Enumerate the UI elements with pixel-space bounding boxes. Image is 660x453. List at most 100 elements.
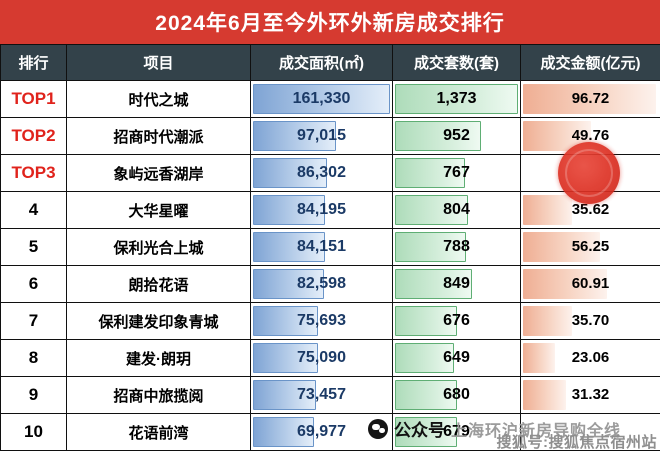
project-cell: 招商中旅揽阅 xyxy=(66,376,251,414)
area-data-bar xyxy=(253,121,337,151)
column-header: 排行 xyxy=(0,44,67,81)
red-seal-stamp-ring xyxy=(565,149,613,197)
area-cell: 86,302 xyxy=(250,154,393,192)
page-title: 2024年6月至今外环外新房成交排行 xyxy=(0,0,660,44)
amount-value: 23.06 xyxy=(571,349,610,366)
rank-cell: 6 xyxy=(0,265,67,303)
units-cell: 952 xyxy=(392,117,521,155)
units-data-bar xyxy=(395,84,518,114)
project-cell: 象屿远香湖岸 xyxy=(66,154,251,192)
amount-value: 49.76 xyxy=(571,127,610,144)
amount-cell: 96.72 xyxy=(520,80,660,118)
area-value: 73,457 xyxy=(297,386,346,403)
amount-data-bar xyxy=(523,343,555,373)
table-body: TOP1 时代之城 161,330 1,373 96.72 TOP2 招商时代潮派 97,01… xyxy=(0,80,660,451)
area-value: 75,090 xyxy=(297,349,346,366)
amount-data-bar xyxy=(523,195,572,225)
area-cell: 84,151 xyxy=(250,228,393,266)
red-seal-stamp xyxy=(558,142,620,204)
amount-cell: 56.25 xyxy=(520,228,660,266)
units-value: 952 xyxy=(443,127,470,144)
area-value: 161,330 xyxy=(292,90,351,107)
table-row: TOP2 招商时代潮派 97,015 952 49.76 xyxy=(0,117,660,155)
area-value: 84,195 xyxy=(297,201,346,218)
units-value: 849 xyxy=(443,275,470,292)
units-value: 788 xyxy=(443,238,470,255)
units-data-bar xyxy=(395,306,457,336)
area-value: 82,598 xyxy=(297,275,346,292)
units-cell: 1,373 xyxy=(392,80,521,118)
column-header: 项目 xyxy=(66,44,251,81)
rank-cell: 4 xyxy=(0,191,67,229)
amount-cell: 23.06 xyxy=(520,339,660,377)
units-data-bar xyxy=(395,195,468,225)
table-row: 8 建发·朗玥 75,090 649 23.06 xyxy=(0,339,660,377)
project-cell: 花语前湾 xyxy=(66,413,251,451)
units-value: 676 xyxy=(443,312,470,329)
area-value: 86,302 xyxy=(297,164,346,181)
rank-cell: 10 xyxy=(0,413,67,451)
area-data-bar xyxy=(253,84,390,114)
project-cell: 招商时代潮派 xyxy=(66,117,251,155)
units-data-bar xyxy=(395,232,467,262)
rank-cell: 7 xyxy=(0,302,67,340)
area-data-bar xyxy=(253,158,328,188)
rank-cell: TOP1 xyxy=(0,80,67,118)
area-cell: 75,693 xyxy=(250,302,393,340)
sohu-watermark-text: 搜狐号:搜狐焦点宿州站 xyxy=(496,434,657,451)
project-cell: 大华星曜 xyxy=(66,191,251,229)
units-cell: 788 xyxy=(392,228,521,266)
units-cell: 649 xyxy=(392,339,521,377)
amount-data-bar xyxy=(523,269,607,299)
units-data-bar xyxy=(395,269,472,299)
project-cell: 建发·朗玥 xyxy=(66,339,251,377)
amount-value: 56.25 xyxy=(571,238,610,255)
units-data-bar xyxy=(395,121,481,151)
amount-value: 35.62 xyxy=(571,201,610,218)
area-value: 75,693 xyxy=(297,312,346,329)
amount-cell: 31.32 xyxy=(520,376,660,414)
area-cell: 69,977 xyxy=(250,413,393,451)
header-row: 排行 项目 成交面积(㎡) 成交套数(套) 成交金额(亿元) xyxy=(0,44,660,81)
amount-value: 31.32 xyxy=(571,386,610,403)
rank-cell: 5 xyxy=(0,228,67,266)
amount-cell: 35.70 xyxy=(520,302,660,340)
column-header: 成交套数(套) xyxy=(392,44,521,81)
rank-cell: 8 xyxy=(0,339,67,377)
column-header: 成交金额(亿元) xyxy=(520,44,660,81)
table-row: 6 朗拾花语 82,598 849 60.91 xyxy=(0,265,660,303)
amount-cell: 35.62 xyxy=(520,191,660,229)
amount-data-bar xyxy=(523,306,573,336)
amount-data-bar xyxy=(523,84,656,114)
area-value: 84,151 xyxy=(297,238,346,255)
table-row: 5 保利光合上城 84,151 788 56.25 xyxy=(0,228,660,266)
area-data-bar xyxy=(253,380,317,410)
units-cell: 679 xyxy=(392,413,521,451)
area-value: 97,015 xyxy=(297,127,346,144)
table-row: TOP1 时代之城 161,330 1,373 96.72 xyxy=(0,80,660,118)
area-cell: 82,598 xyxy=(250,265,393,303)
units-cell: 767 xyxy=(392,154,521,192)
amount-cell: 60.91 xyxy=(520,265,660,303)
units-cell: 804 xyxy=(392,191,521,229)
area-cell: 73,457 xyxy=(250,376,393,414)
units-data-bar xyxy=(395,343,455,373)
project-cell: 朗拾花语 xyxy=(66,265,251,303)
area-data-bar xyxy=(253,195,326,225)
area-data-bar xyxy=(253,232,326,262)
units-value: 804 xyxy=(443,201,470,218)
amount-cell xyxy=(520,413,660,451)
area-value: 69,977 xyxy=(297,423,346,440)
amount-data-bar xyxy=(523,232,601,262)
units-value: 767 xyxy=(443,164,470,181)
units-value: 649 xyxy=(443,349,470,366)
table-row: 4 大华星曜 84,195 804 35.62 xyxy=(0,191,660,229)
table-row: TOP3 象屿远香湖岸 86,302 767 xyxy=(0,154,660,192)
area-data-bar xyxy=(253,306,319,336)
wechat-icon xyxy=(368,418,388,439)
rank-cell: TOP3 xyxy=(0,154,67,192)
area-cell: 75,090 xyxy=(250,339,393,377)
area-cell: 84,195 xyxy=(250,191,393,229)
wechat-label: 公众号 xyxy=(394,421,445,440)
